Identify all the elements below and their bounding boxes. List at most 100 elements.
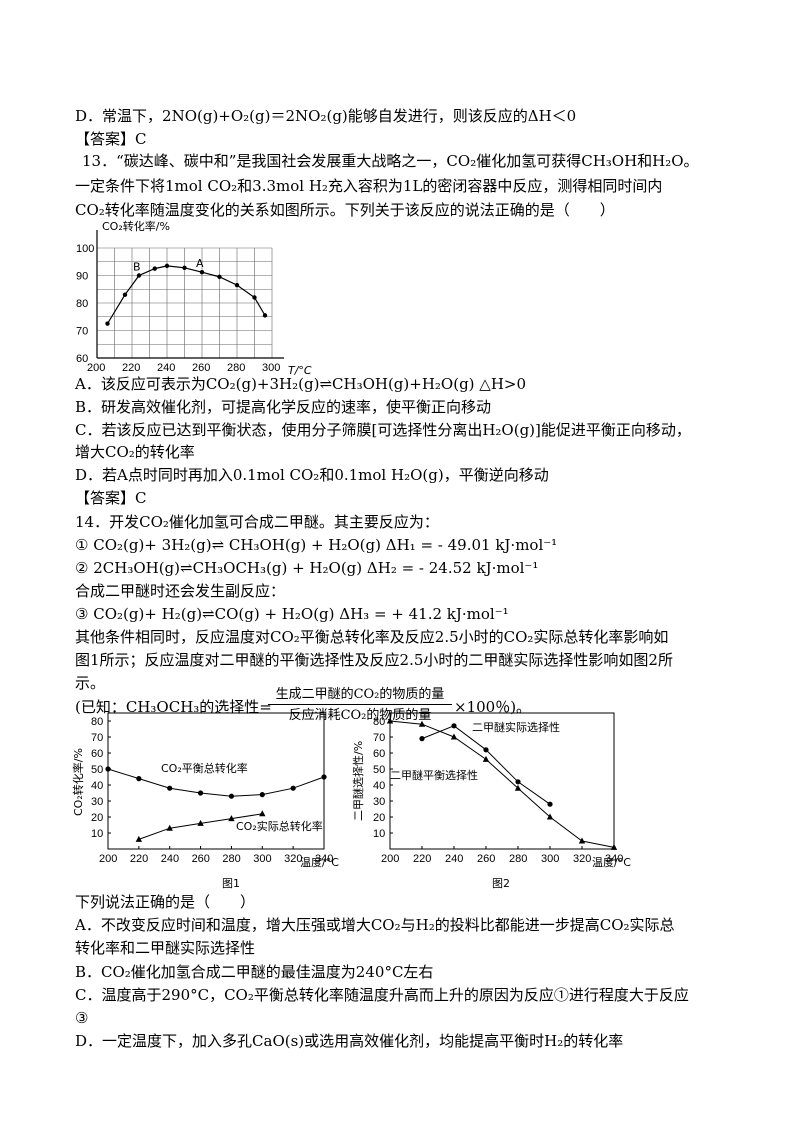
figure-2-xlabel: 温度/°C — [592, 855, 631, 869]
figure-xtick: 340 — [315, 853, 333, 865]
q12-option-d: D．常温下，2NO(g)+O₂(g)＝2NO₂(g)能够自发进行，则该反应的ΔH… — [75, 107, 577, 125]
figure-data-point — [483, 747, 489, 753]
q14-option-c: C．温度高于290°C，CO₂平衡总转化率随温度升高而上升的原因为反应①进行程度… — [75, 986, 689, 1004]
figure-xtick: 320 — [573, 853, 591, 865]
q13-chart-ytick: 80 — [76, 298, 88, 310]
figure-xtick: 300 — [541, 853, 559, 865]
figure-data-point — [290, 785, 296, 791]
figure-ytick: 80 — [91, 716, 103, 728]
figure-data-point — [228, 815, 235, 822]
q14-option-c-cont: ③ — [75, 1009, 89, 1027]
q14-option-a: A．不改变反应时间和温度，增大压强或增大CO₂与H₂的投料比都能进一步提高CO₂… — [75, 916, 675, 934]
figure-1-series-actual-label: CO₂实际总转化率 — [236, 819, 323, 833]
answer-label: 【答案】C — [75, 130, 147, 148]
figure-xtick: 260 — [192, 853, 210, 865]
q14-reaction-3: ③ CO₂(g)+ H₂(g)⇌CO(g) + H₂O(g) ΔH₃ = + 4… — [75, 605, 509, 623]
figure-xtick: 280 — [222, 853, 240, 865]
q13-data-point — [136, 273, 142, 278]
figure-2-caption: 图2 — [492, 877, 510, 890]
q14-option-a-cont: 转化率和二甲醚实际选择性 — [75, 939, 256, 957]
figure-data-point — [418, 720, 426, 727]
figure-2-series-actual-label: 二甲醚实际选择性 — [472, 720, 560, 734]
q13-stem-3: CO₂转化率随温度变化的关系如图所示。下列关于该反应的说法正确的是（ ） — [75, 201, 615, 219]
figure-data-point — [136, 776, 142, 782]
q13-point-label: A — [196, 257, 204, 270]
figure-data-point — [386, 717, 394, 724]
figure-ytick: 60 — [373, 748, 385, 760]
figure-data-point — [259, 810, 266, 817]
q14-reaction-1: ① CO₂(g)+ 3H₂(g)⇌ CH₃OH(g) + H₂O(g) ΔH₁ … — [75, 536, 558, 554]
figure-xtick: 200 — [99, 853, 117, 865]
q14-desc-3: 示。 — [75, 674, 106, 692]
selectivity-numerator: 生成二甲醚的CO₂的物质的量 — [275, 687, 445, 702]
figure-data-point — [197, 790, 204, 796]
q14-option-d: D．一定温度下，加入多孔CaO(s)或选用高效催化剂，均能提高平衡时H₂的转化率 — [75, 1032, 624, 1050]
q14-prompt: 下列说法正确的是（ ） — [75, 893, 256, 911]
q13-option-b: B．研发高效催化剂，可提高化学反应的速率，使平衡正向移动 — [75, 398, 492, 416]
q13-data-point — [199, 270, 205, 275]
fraction-bar — [268, 704, 452, 705]
q13-chart-xtick: 200 — [87, 362, 105, 374]
figure-1-xlabel: 温度/°C — [300, 855, 339, 869]
q13-data-point — [182, 265, 187, 270]
figure-2-chart: 200 220 240 260 280 300 320 340 10 20 30 40 50 60 70 80… — [352, 712, 631, 890]
figure-ytick: 60 — [91, 748, 103, 760]
figure-ytick: 30 — [373, 796, 385, 808]
figure-data-point — [321, 774, 327, 780]
figure-data-point — [450, 733, 458, 740]
figure-1-series-eq-label: CO₂平衡总转化率 — [161, 761, 248, 775]
figure-data-point — [578, 837, 586, 844]
q13-chart-xlabel: T/°C — [288, 364, 312, 377]
figure-ytick: 40 — [373, 780, 385, 792]
q13-data-point — [105, 321, 110, 326]
figure-2-ylabel: 二甲醚选择性/% — [352, 741, 365, 821]
q13-data-point — [122, 292, 128, 297]
figure-data-point — [610, 843, 618, 850]
q13-chart-ytick: 100 — [76, 243, 94, 255]
figure-xtick: 220 — [130, 853, 148, 865]
q13-chart-xtick: 280 — [227, 362, 245, 374]
q13-data-point — [234, 282, 240, 288]
figure-xtick: 200 — [381, 853, 399, 865]
q14-stem: 14．开发CO₂催化加氢可合成二甲醚。其主要反应为： — [75, 513, 439, 531]
figure-ytick: 20 — [373, 812, 385, 824]
figure-xtick: 300 — [253, 853, 271, 865]
figure-1-chart: 200 220 240 260 280 300 320 340 10 20 30 40 50 60 70 80… — [71, 712, 339, 890]
figure-data-point — [105, 766, 111, 772]
q14-desc-2: 图1所示；反应温度对二甲醚的平衡选择性及反应2.5小时的二甲醚实际选择性影响如图… — [75, 651, 673, 669]
q13-chart-ytick: 60 — [76, 353, 88, 365]
q14-option-b: B．CO₂催化加氢合成二甲醚的最佳温度为240°C左右 — [75, 963, 434, 981]
figure-data-point — [515, 779, 521, 785]
q13-chart-ytick: 70 — [76, 326, 88, 338]
q13-chart-ylabel: CO₂转化率/% — [102, 219, 170, 233]
q13-chart: 200 220 240 260 280 300 60 70 80 90 100 CO₂转化率/% T… — [76, 219, 312, 377]
figure-ytick: 70 — [373, 732, 385, 744]
figure-data-point — [167, 785, 173, 791]
q13-chart-xtick: 300 — [262, 362, 280, 374]
q13-option-c-cont: 增大CO₂的转化率 — [75, 443, 195, 461]
figure-ytick: 70 — [91, 732, 103, 744]
figure-xtick: 340 — [605, 853, 623, 865]
q13-chart-ytick: 90 — [76, 271, 88, 283]
figure-xtick: 320 — [284, 853, 302, 865]
q14-reaction-2: ② 2CH₃OH(g)⇌CH₃OCH₃(g) + H₂O(g) ΔH₂ = - … — [75, 559, 539, 577]
answer-label-2: 【答案】C — [75, 489, 147, 507]
figure-xtick: 240 — [445, 853, 463, 865]
figure-data-point — [135, 835, 143, 842]
q13-data-point — [262, 313, 268, 318]
figure-xtick: 260 — [477, 853, 495, 865]
figure-xtick: 220 — [413, 853, 431, 865]
q13-data-point — [164, 263, 170, 269]
q13-data-point — [252, 295, 257, 300]
figure-data-point — [514, 784, 522, 791]
figure-data-point — [451, 723, 457, 729]
figure-1-ylabel: CO₂转化率/% — [71, 748, 85, 816]
figure-ytick: 30 — [91, 796, 103, 808]
q13-data-point — [152, 266, 157, 271]
figure-ytick: 10 — [373, 828, 385, 840]
figure-data-point — [259, 792, 265, 798]
figure-data-point — [546, 813, 554, 820]
q13-stem-2: 一定条件下将1mol CO₂和3.3mol H₂充入容积为1L的密闭容器中反应，… — [75, 177, 663, 195]
figure-ytick: 20 — [91, 812, 103, 824]
figure-xtick: 280 — [509, 853, 527, 865]
